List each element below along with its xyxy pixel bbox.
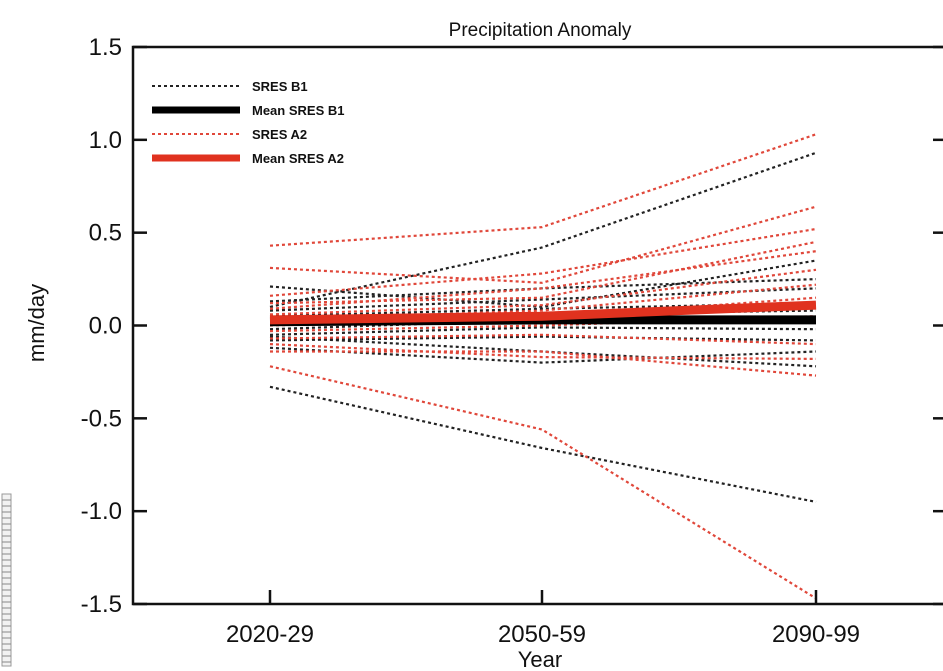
sres-b1-member-line-2 (269, 259, 817, 309)
x-tick-label-2: 2090-99 (772, 621, 860, 648)
chart-title: Precipitation Anomaly (449, 20, 632, 41)
y-tick-label-1: -1.0 (81, 498, 122, 525)
sres-a2-member-line-4 (269, 240, 817, 305)
sres-b1-member-line-12 (269, 385, 817, 503)
sres-a2-member-line-11 (269, 343, 817, 360)
x-axis-title: Year (518, 647, 562, 671)
sres-b1-member-line-10 (269, 346, 817, 364)
scale-bar-decoration (1, 493, 12, 667)
x-tick-label-0: 2020-29 (226, 621, 314, 648)
y-tick-label-4: 0.5 (89, 220, 122, 247)
sres-a2-member-line-10 (269, 333, 817, 346)
y-tick-label-3: 0.0 (89, 313, 122, 340)
sres-a2-member-line-12 (270, 350, 817, 377)
sres-a2-member-line-2 (269, 205, 817, 284)
legend: SRES B1 Mean SRES B1 SRES A2 Mean SRES A2 (152, 79, 344, 166)
series-layer (269, 133, 817, 600)
y-tick-label-0: -1.5 (81, 591, 122, 618)
sres-a2-member-line-3 (269, 227, 817, 297)
legend-label-sres-a2: SRES A2 (252, 127, 307, 142)
y-tick-label-5: 1.0 (89, 127, 122, 154)
sres-a2-member-line-6 (269, 268, 817, 316)
legend-label-sres-b1: SRES B1 (252, 79, 308, 94)
sres-b1-member-line-4 (269, 287, 817, 312)
legend-label-mean-sres-b1: Mean SRES B1 (252, 103, 344, 118)
mean-sres-a2-line (269, 300, 817, 325)
x-tick-label-1: 2050-59 (498, 621, 586, 648)
y-tick-label-2: -0.5 (81, 405, 122, 432)
legend-label-mean-sres-a2: Mean SRES A2 (252, 151, 344, 166)
sres-a2-member-line-1 (269, 133, 817, 247)
axis-layer: -1.5 -1.0 -0.5 0.0 0.5 1.0 1.5 2020-29 2050-59 20… (81, 34, 943, 648)
sres-b1-member-line-5 (269, 302, 817, 318)
plot-frame (131, 45, 943, 606)
y-tick-label-6: 1.5 (89, 34, 122, 61)
y-axis-title: mm/day (24, 284, 49, 362)
sres-a2-member-line-13 (269, 365, 817, 600)
sres-b1-member-line-8 (269, 326, 817, 336)
sres-b1-member-line-9 (269, 335, 817, 342)
sres-a2-member-line-9 (269, 315, 817, 333)
sres-a2-member-line-5 (269, 250, 817, 310)
sres-b1-member-line-1 (269, 151, 817, 308)
